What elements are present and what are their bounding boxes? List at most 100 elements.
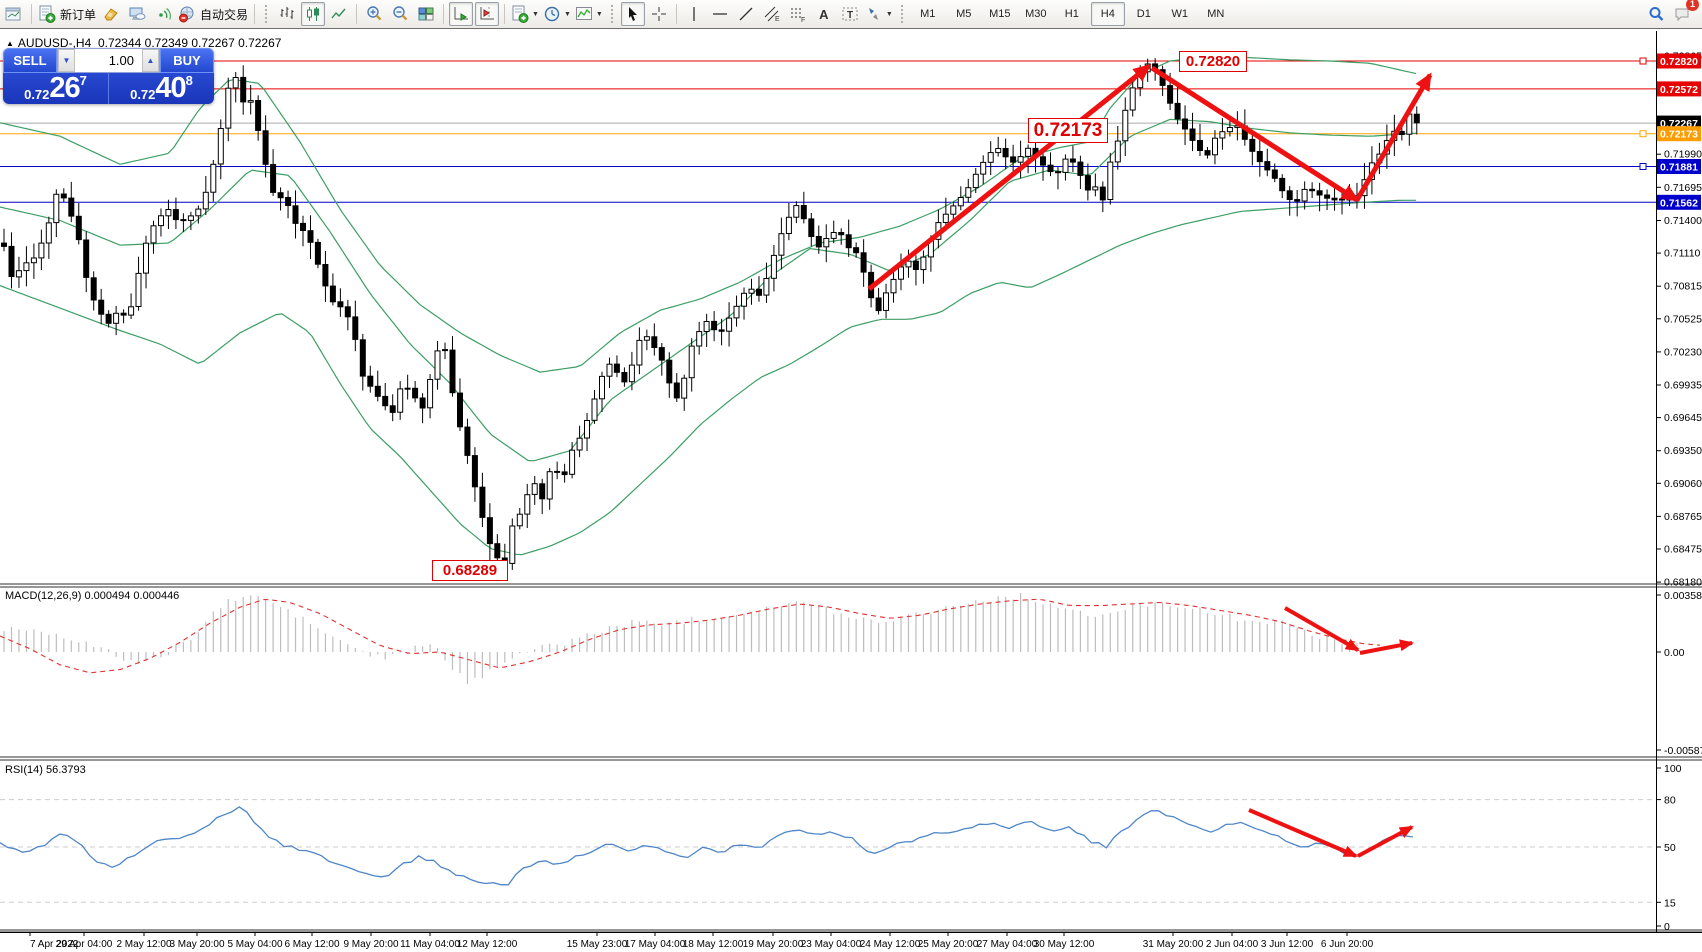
timeframe-m30[interactable]: M30 bbox=[1025, 8, 1047, 20]
buy-price-display[interactable]: 0.72 40 8 bbox=[109, 73, 214, 104]
svg-text:30 May 12:00: 30 May 12:00 bbox=[1034, 939, 1095, 950]
svg-text:0.71990: 0.71990 bbox=[1664, 149, 1702, 161]
line-chart-button[interactable] bbox=[327, 2, 351, 26]
sell-button[interactable]: SELL bbox=[3, 48, 57, 73]
timeframe-mn[interactable]: MN bbox=[1207, 8, 1225, 20]
toolbar-separator bbox=[504, 4, 506, 24]
vertical-line-tool-button[interactable] bbox=[682, 2, 706, 26]
svg-text:0.70525: 0.70525 bbox=[1664, 313, 1702, 325]
svg-text:11 May 04:00: 11 May 04:00 bbox=[400, 939, 460, 950]
bar-chart-button[interactable] bbox=[275, 2, 299, 26]
svg-text:6 May 12:00: 6 May 12:00 bbox=[284, 939, 339, 950]
cursor-tool-button[interactable] bbox=[620, 2, 645, 26]
svg-text:0.71881: 0.71881 bbox=[1660, 161, 1698, 173]
timeframe-m5[interactable]: M5 bbox=[956, 8, 972, 20]
chevron-down-icon: ▼ bbox=[563, 10, 571, 18]
text-label-icon: T bbox=[842, 7, 858, 21]
rsi-axis: 100 80 50 15 0 bbox=[1656, 763, 1682, 933]
crosshair-tool-button[interactable] bbox=[647, 2, 671, 26]
community-button[interactable] bbox=[125, 2, 149, 26]
volume-increase-button[interactable]: ▲ bbox=[142, 49, 159, 72]
svg-text:2 May 12:00: 2 May 12:00 bbox=[116, 939, 171, 950]
tile-windows-button[interactable] bbox=[414, 2, 438, 26]
period-dropdown-button[interactable]: ▼ bbox=[542, 2, 572, 26]
timeframe-m1[interactable]: M1 bbox=[920, 8, 936, 20]
new-order-button[interactable]: 新订单 bbox=[37, 2, 97, 26]
horizontal-line-icon bbox=[712, 13, 727, 15]
svg-text:0.00: 0.00 bbox=[1664, 647, 1685, 659]
chevron-down-icon: ▼ bbox=[595, 10, 603, 18]
text-label-tool-button[interactable]: T bbox=[838, 2, 862, 26]
sell-price-display[interactable]: 0.72 26 7 bbox=[3, 73, 109, 104]
svg-text:0.68180: 0.68180 bbox=[1664, 577, 1702, 589]
chart-shift-icon bbox=[480, 7, 495, 20]
price-callout[interactable]: 0.72173 bbox=[1028, 118, 1108, 143]
buy-price-big: 40 bbox=[155, 72, 186, 104]
zoom-out-button[interactable] bbox=[388, 2, 412, 26]
auto-scroll-button[interactable] bbox=[449, 2, 474, 26]
channel-tool-button[interactable]: E bbox=[760, 2, 784, 26]
chart-shift-button[interactable] bbox=[475, 2, 500, 26]
toolbar-grip[interactable] bbox=[900, 5, 906, 23]
svg-text:0: 0 bbox=[1664, 921, 1670, 933]
eraser-button[interactable] bbox=[99, 2, 123, 26]
rsi-value: 56.3793 bbox=[45, 764, 86, 776]
svg-text:17 May 04:00: 17 May 04:00 bbox=[625, 939, 686, 950]
computer-cloud-icon bbox=[129, 7, 146, 20]
clock-icon bbox=[544, 6, 560, 22]
buy-price-sup: 8 bbox=[185, 73, 193, 88]
autotrade-button[interactable]: 自动交易 bbox=[177, 2, 249, 26]
horizontal-line-tool-button[interactable] bbox=[708, 2, 732, 26]
eraser-icon bbox=[104, 8, 118, 21]
svg-text:0.70815: 0.70815 bbox=[1664, 281, 1702, 293]
svg-text:19 May 20:00: 19 May 20:00 bbox=[743, 939, 804, 950]
price-callout[interactable]: 0.68289 bbox=[432, 560, 508, 581]
collapse-marker-icon[interactable]: ▲ bbox=[6, 39, 14, 48]
notifications-button[interactable]: 1 bbox=[1670, 0, 1699, 26]
candlestick-series bbox=[1, 58, 1420, 570]
candlestick-chart-icon bbox=[307, 7, 320, 21]
indicators-dropdown-button[interactable]: ▼ bbox=[574, 2, 604, 26]
macd-pane bbox=[0, 593, 1414, 684]
volume-input[interactable]: 1.00 bbox=[108, 53, 134, 68]
trendline-icon bbox=[739, 7, 753, 21]
price-callout[interactable]: 0.72820 bbox=[1179, 51, 1247, 72]
toolbar-separator bbox=[356, 4, 358, 24]
trend-arrows[interactable] bbox=[867, 64, 1433, 291]
chart-title: ▲ AUDUSD-,H4 0.72344 0.72349 0.72267 0.72… bbox=[6, 36, 281, 50]
volume-decrease-button[interactable]: ▼ bbox=[58, 49, 75, 72]
window-button[interactable] bbox=[2, 2, 26, 26]
text-tool-button[interactable]: A bbox=[819, 6, 829, 22]
svg-text:0.72267: 0.72267 bbox=[1660, 118, 1698, 130]
timeframe-h4[interactable]: H4 bbox=[1090, 2, 1125, 26]
toolbar-grip[interactable] bbox=[265, 5, 270, 23]
svg-text:9 May 20:00: 9 May 20:00 bbox=[343, 939, 398, 950]
search-button[interactable] bbox=[1644, 2, 1668, 26]
svg-text:27 May 04:00: 27 May 04:00 bbox=[977, 939, 1038, 950]
toolbar-grip[interactable] bbox=[610, 5, 616, 23]
rsi-name: RSI(14) bbox=[5, 764, 43, 776]
timeframe-m15[interactable]: M15 bbox=[989, 8, 1011, 20]
buy-button[interactable]: BUY bbox=[160, 48, 214, 73]
price-axis[interactable]: 0.728650.719900.716950.714000.711100.708… bbox=[1639, 50, 1702, 589]
trendline-tool-button[interactable] bbox=[734, 2, 758, 26]
candlestick-chart-button[interactable] bbox=[301, 2, 326, 26]
new-order-label: 新订单 bbox=[60, 7, 97, 22]
fibonacci-icon: F bbox=[790, 8, 805, 23]
zoom-in-button[interactable] bbox=[362, 2, 386, 26]
pane-separators[interactable] bbox=[0, 31, 1702, 933]
signal-icon bbox=[159, 7, 172, 20]
svg-text:23 May 04:00: 23 May 04:00 bbox=[801, 939, 862, 950]
signals-button[interactable] bbox=[151, 2, 175, 26]
svg-text:0.71695: 0.71695 bbox=[1664, 182, 1702, 194]
timeframe-h1[interactable]: H1 bbox=[1064, 8, 1079, 20]
timeframe-d1[interactable]: D1 bbox=[1136, 8, 1151, 20]
fibonacci-tool-button[interactable]: F bbox=[786, 2, 810, 26]
price-levels[interactable] bbox=[0, 60, 1656, 203]
new-order-dropdown-button[interactable]: ▼ bbox=[510, 2, 540, 26]
timeframe-w1[interactable]: W1 bbox=[1171, 8, 1189, 20]
shapes-dropdown-button[interactable]: ▼ bbox=[864, 2, 894, 26]
autotrade-label: 自动交易 bbox=[200, 7, 249, 22]
